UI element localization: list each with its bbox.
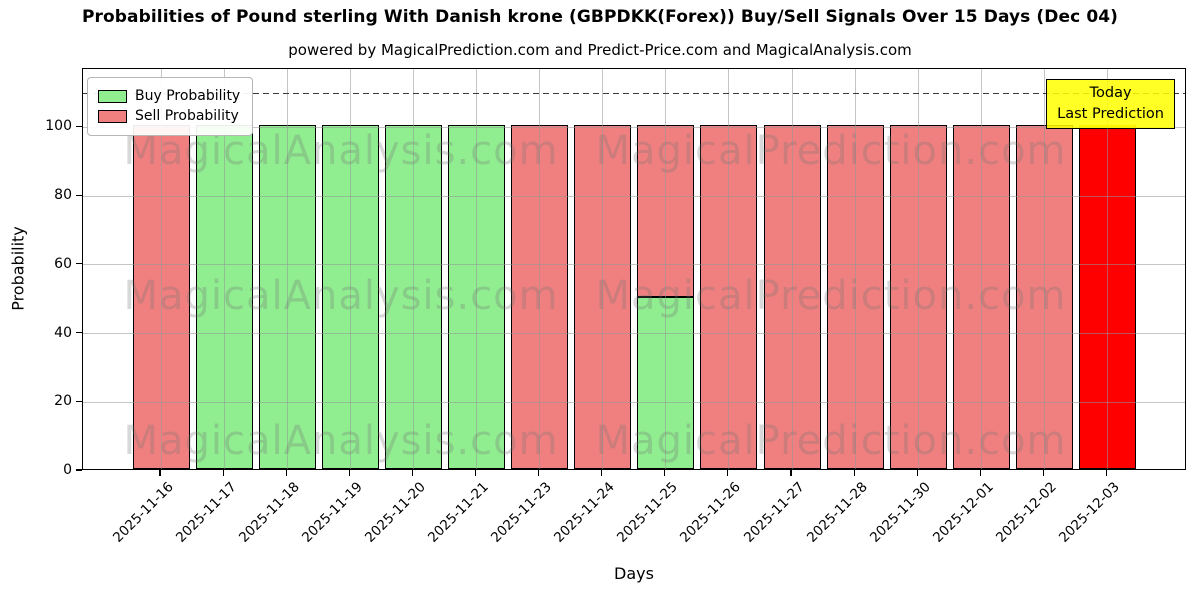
- x-axis-label: Days: [614, 564, 654, 583]
- horizontal-gridline: [83, 264, 1185, 266]
- legend: Buy Probability Sell Probability: [87, 77, 254, 136]
- vertical-gridline: [728, 69, 730, 469]
- x-tick-mark: [601, 470, 603, 476]
- x-tick-label: 2025-11-26: [677, 479, 745, 546]
- y-tick-mark: [76, 331, 82, 334]
- x-tick-label: 2025-11-30: [866, 479, 934, 546]
- watermark-text: MagicalAnalysis.com: [123, 418, 559, 464]
- y-tick-mark: [76, 125, 82, 127]
- x-tick-mark: [790, 470, 792, 476]
- x-tick-label: 2025-11-20: [361, 479, 429, 546]
- watermark-text: MagicalPrediction.com: [595, 273, 1067, 319]
- horizontal-gridline: [83, 333, 1185, 335]
- vertical-gridline: [223, 69, 225, 469]
- x-tick-label: 2025-11-17: [172, 479, 240, 546]
- vertical-gridline: [412, 69, 414, 469]
- vertical-gridline: [917, 69, 919, 469]
- x-tick-mark: [916, 470, 918, 476]
- y-tick-mark: [76, 400, 82, 402]
- y-tick-mark: [76, 263, 82, 265]
- x-tick-mark: [664, 470, 666, 476]
- y-tick-label: 20: [54, 393, 72, 410]
- vertical-gridline: [791, 69, 793, 469]
- vertical-gridline: [349, 69, 351, 469]
- vertical-gridline: [160, 69, 162, 469]
- x-tick-mark: [411, 470, 413, 476]
- legend-label-sell: Sell Probability: [135, 108, 239, 124]
- x-tick-label: 2025-11-18: [235, 479, 303, 546]
- x-tick-mark: [727, 470, 729, 476]
- chart-subtitle: powered by MagicalPrediction.com and Pre…: [288, 41, 912, 59]
- x-tick-label: 2025-11-23: [488, 479, 555, 546]
- y-tick-mark: [76, 194, 82, 196]
- horizontal-gridline: [83, 195, 1185, 197]
- vertical-gridline: [980, 69, 982, 469]
- horizontal-gridline: [83, 401, 1185, 403]
- x-tick-label: 2025-12-03: [1056, 479, 1123, 546]
- buy-probability-swatch: [98, 90, 127, 103]
- x-tick-mark: [1105, 470, 1108, 476]
- legend-item-buy: Buy Probability: [98, 88, 240, 105]
- y-tick-label: 80: [54, 187, 72, 204]
- x-tick-mark: [159, 470, 161, 476]
- today-annotation-line2: Last Prediction: [1057, 105, 1164, 122]
- y-tick-label: 0: [63, 462, 72, 478]
- sell-probability-swatch: [98, 110, 127, 123]
- x-tick-mark: [538, 470, 540, 476]
- x-tick-mark: [348, 470, 350, 476]
- x-tick-mark: [474, 470, 477, 476]
- vertical-gridline: [854, 69, 856, 469]
- x-tick-label: 2025-11-16: [109, 479, 177, 546]
- vertical-gridline: [539, 69, 541, 469]
- vertical-gridline: [1043, 69, 1045, 469]
- x-tick-mark: [285, 470, 287, 476]
- y-tick-label: 40: [54, 324, 72, 341]
- today-annotation: Today Last Prediction: [1046, 79, 1175, 130]
- vertical-gridline: [602, 69, 604, 469]
- x-tick-label: 2025-11-25: [614, 479, 682, 546]
- plot-area: MagicalAnalysis.com MagicalPrediction.com…: [82, 68, 1186, 470]
- vertical-gridline: [1107, 69, 1108, 469]
- x-tick-mark: [1042, 470, 1044, 476]
- dashed-threshold-line: [83, 93, 1185, 95]
- vertical-gridline: [286, 69, 288, 469]
- legend-item-sell: Sell Probability: [98, 108, 240, 125]
- x-tick-label: 2025-12-02: [992, 479, 1060, 546]
- x-tick-mark: [853, 470, 855, 476]
- watermark-text: MagicalPrediction.com: [595, 418, 1067, 464]
- today-annotation-line1: Today: [1089, 85, 1132, 101]
- x-tick-label: 2025-12-01: [929, 479, 997, 546]
- x-tick-label: 2025-11-21: [425, 479, 492, 546]
- x-tick-label: 2025-11-27: [740, 479, 808, 546]
- x-tick-mark: [979, 470, 981, 476]
- watermark-text: MagicalPrediction.com: [595, 128, 1067, 174]
- x-tick-label: 2025-11-24: [551, 479, 619, 546]
- y-tick-label: 100: [45, 118, 72, 135]
- y-tick-mark: [76, 469, 82, 471]
- y-tick-label: 60: [54, 255, 72, 272]
- watermark-text: MagicalAnalysis.com: [123, 273, 559, 319]
- vertical-gridline: [665, 69, 667, 469]
- legend-label-buy: Buy Probability: [135, 88, 241, 104]
- chart-title: Probabilities of Pound sterling With Dan…: [81, 7, 1119, 27]
- horizontal-gridline: [83, 126, 1185, 128]
- x-tick-mark: [222, 470, 224, 476]
- x-tick-label: 2025-11-19: [298, 479, 366, 546]
- vertical-gridline: [476, 69, 477, 469]
- x-tick-label: 2025-11-28: [803, 479, 871, 546]
